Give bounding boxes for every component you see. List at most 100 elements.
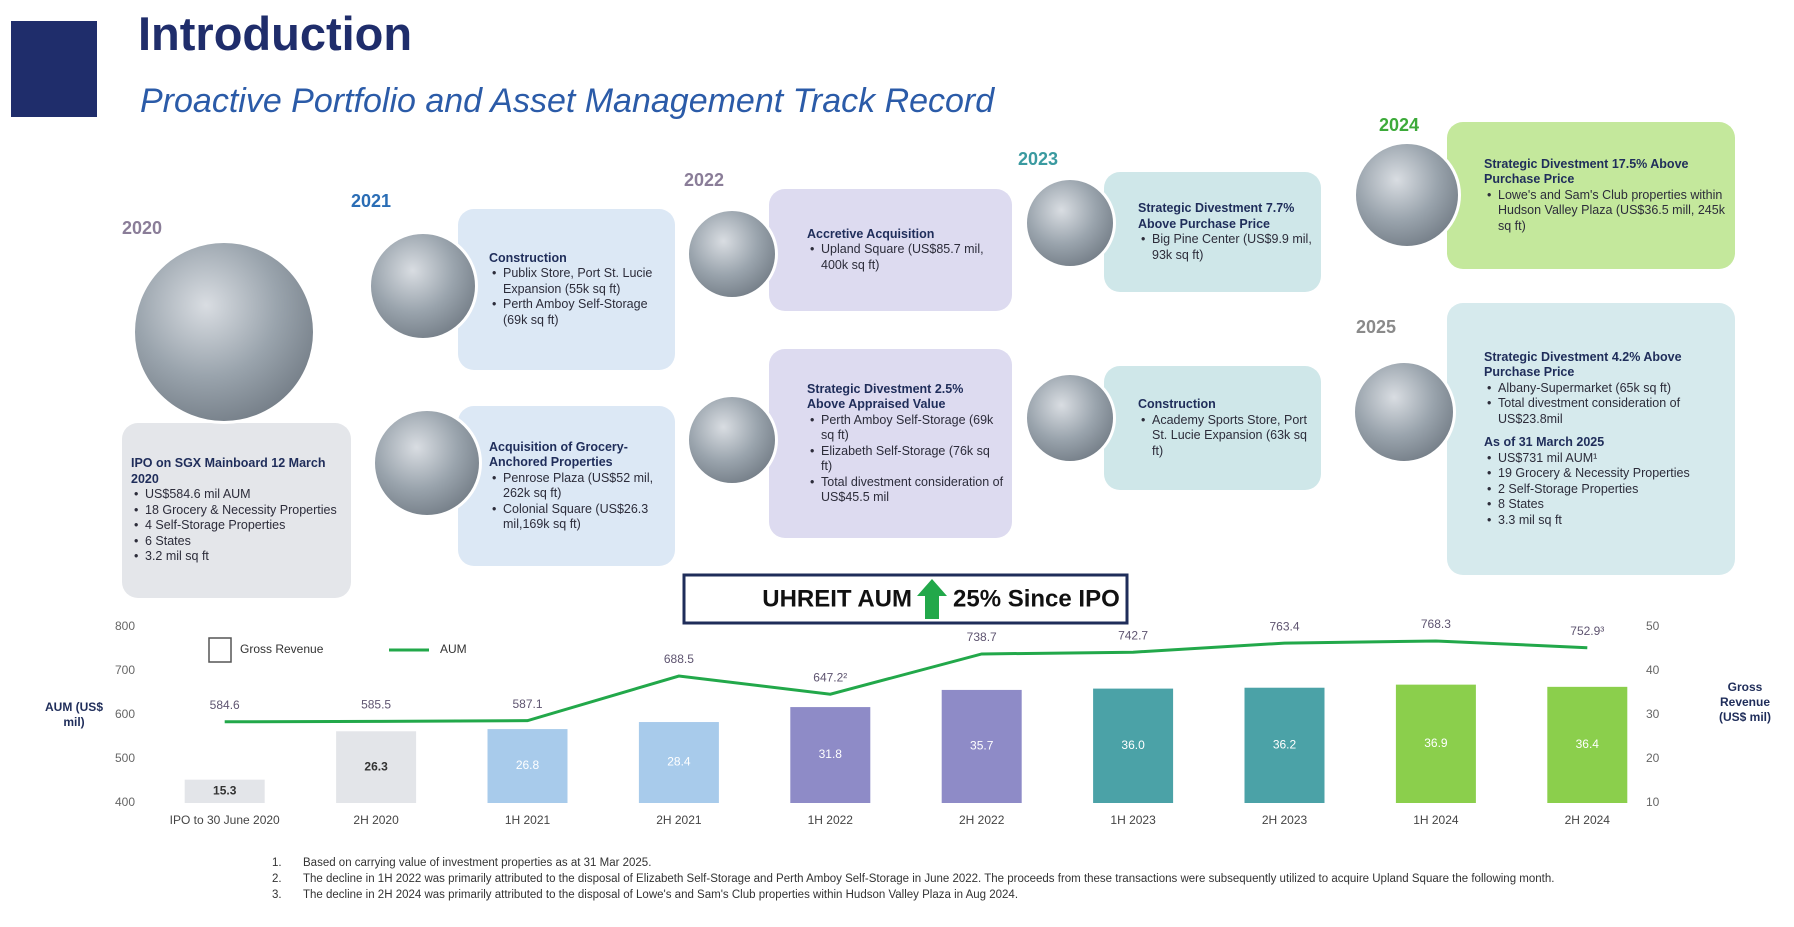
year-label: 2022: [684, 170, 724, 191]
y2-tick-label: 20: [1646, 751, 1660, 765]
line-value-label: 584.6: [210, 698, 240, 712]
year-label: 2021: [351, 191, 391, 212]
line-value-label: 768.3: [1421, 617, 1451, 631]
line-value-label: 763.4: [1269, 619, 1299, 633]
photo: [372, 408, 482, 518]
y2-tick-label: 50: [1646, 619, 1660, 633]
line-value-label: 587.1: [512, 697, 542, 711]
y-tick-label: 800: [115, 619, 135, 633]
event-heading: Acquisition of Grocery-Anchored Properti…: [489, 440, 667, 471]
bullet: 3.3 mil sq ft: [1484, 513, 1727, 529]
event-section: ConstructionPublix Store, Port St. Lucie…: [489, 251, 667, 329]
footnote: 2.The decline in 1H 2022 was primarily a…: [272, 871, 1692, 887]
bar-value-label: 28.4: [667, 755, 691, 769]
event-section: Acquisition of Grocery-Anchored Properti…: [489, 440, 667, 533]
bullet-list: Perth Amboy Self-Storage (69k sq ft)Eliz…: [807, 413, 1004, 506]
photo: [1024, 177, 1116, 269]
bullet-list: Big Pine Center (US$9.9 mil, 93k sq ft): [1138, 232, 1313, 263]
bullet: Big Pine Center (US$9.9 mil, 93k sq ft): [1138, 232, 1313, 263]
bullet: Total divestment consideration of US$23.…: [1484, 396, 1727, 427]
x-tick-label: 1H 2023: [1110, 813, 1156, 827]
bullet: Perth Amboy Self-Storage (69k sq ft): [807, 413, 1004, 444]
bullet: Upland Square (US$85.7 mil, 400k sq ft): [807, 242, 1004, 273]
event-heading: Strategic Divestment 7.7% Above Purchase…: [1138, 201, 1313, 232]
photo: [132, 240, 316, 424]
footnote: 3.The decline in 2H 2024 was primarily a…: [272, 887, 1692, 903]
photo: [368, 231, 478, 341]
bullet-list: Albany-Supermarket (65k sq ft)Total dive…: [1484, 381, 1727, 428]
event-section: Strategic Divestment 4.2% Above Purchase…: [1484, 350, 1727, 428]
bullet: 18 Grocery & Necessity Properties: [131, 503, 343, 519]
subtitle: Proactive Portfolio and Asset Management…: [140, 82, 994, 121]
banner-left: UHREIT AUM: [762, 585, 912, 612]
photo: [1353, 141, 1461, 249]
slide: UHREIT AUM 25% Since IPO 400500600700800…: [0, 0, 1794, 927]
line-value-label: 585.5: [361, 698, 391, 712]
bullet-list: Upland Square (US$85.7 mil, 400k sq ft): [807, 242, 1004, 273]
legend-label: AUM: [440, 642, 467, 656]
event-box: Acquisition of Grocery-Anchored Properti…: [458, 406, 675, 566]
event-section: Accretive AcquisitionUpland Square (US$8…: [807, 227, 1004, 274]
bullet: Colonial Square (US$26.3 mil,169k sq ft): [489, 502, 667, 533]
x-tick-label: 2H 2023: [1262, 813, 1308, 827]
event-section: As of 31 March 2025US$731 mil AUM¹19 Gro…: [1484, 435, 1727, 528]
event-box: Strategic Divestment 7.7% Above Purchase…: [1104, 172, 1321, 292]
footnote-number: 3.: [272, 887, 303, 903]
bullet: US$584.6 mil AUM: [131, 487, 343, 503]
bar-value-label: 26.8: [516, 758, 540, 772]
bullet: Academy Sports Store, Port St. Lucie Exp…: [1138, 413, 1313, 460]
year-label: 2024: [1379, 115, 1419, 136]
aum-line: [225, 641, 1588, 722]
event-box: ConstructionPublix Store, Port St. Lucie…: [458, 209, 675, 370]
bar-value-label: 36.4: [1576, 737, 1600, 751]
event-box: Strategic Divestment 2.5% Above Appraise…: [769, 349, 1012, 538]
bullet-list: US$584.6 mil AUM18 Grocery & Necessity P…: [131, 487, 343, 565]
x-tick-label: 1H 2021: [505, 813, 551, 827]
bullet: Total divestment consideration of US$45.…: [807, 475, 1004, 506]
y-tick-label: 600: [115, 707, 135, 721]
bullet-list: Penrose Plaza (US$52 mil, 262k sq ft)Col…: [489, 471, 667, 533]
footnote-text: The decline in 1H 2022 was primarily att…: [303, 871, 1554, 887]
line-value-label: 742.7: [1118, 628, 1148, 642]
photo: [1352, 360, 1456, 464]
x-tick-label: 2H 2021: [656, 813, 702, 827]
photo: [686, 394, 778, 486]
y-tick-label: 400: [115, 795, 135, 809]
event-box: Strategic Divestment 4.2% Above Purchase…: [1447, 303, 1735, 575]
event-section: Strategic Divestment 17.5% Above Purchas…: [1484, 157, 1727, 235]
x-tick-label: 1H 2024: [1413, 813, 1459, 827]
footnote-number: 1.: [272, 855, 303, 871]
bullet: 19 Grocery & Necessity Properties: [1484, 466, 1727, 482]
event-heading: As of 31 March 2025: [1484, 435, 1727, 451]
line-value-label: 647.2²: [813, 670, 847, 684]
bullet: Albany-Supermarket (65k sq ft): [1484, 381, 1727, 397]
y2-tick-label: 10: [1646, 795, 1660, 809]
title: Introduction: [138, 6, 412, 61]
legend-swatch: [209, 638, 231, 662]
event-heading: Strategic Divestment 2.5% Above Appraise…: [807, 382, 1004, 413]
bullet-list: Publix Store, Port St. Lucie Expansion (…: [489, 266, 667, 328]
bullet: Penrose Plaza (US$52 mil, 262k sq ft): [489, 471, 667, 502]
footnote-number: 2.: [272, 871, 303, 887]
y2-axis-title: Gross Revenue (US$ mil): [1706, 680, 1784, 725]
legend-label: Gross Revenue: [240, 642, 324, 656]
y-axis-title: AUM (US$ mil): [38, 700, 110, 730]
x-tick-label: 2H 2024: [1565, 813, 1611, 827]
bullet: 2 Self-Storage Properties: [1484, 482, 1727, 498]
bullet-list: US$731 mil AUM¹19 Grocery & Necessity Pr…: [1484, 451, 1727, 529]
x-tick-label: 1H 2022: [808, 813, 854, 827]
footnote-text: The decline in 2H 2024 was primarily att…: [303, 887, 1018, 903]
y2-tick-label: 30: [1646, 707, 1660, 721]
event-heading: Construction: [489, 251, 667, 267]
bar-value-label: 26.3: [364, 759, 388, 773]
bullet: Perth Amboy Self-Storage (69k sq ft): [489, 297, 667, 328]
bullet: Elizabeth Self-Storage (76k sq ft): [807, 444, 1004, 475]
bullet: Publix Store, Port St. Lucie Expansion (…: [489, 266, 667, 297]
y-tick-label: 700: [115, 663, 135, 677]
bar-value-label: 31.8: [819, 747, 843, 761]
event-section: Strategic Divestment 2.5% Above Appraise…: [807, 382, 1004, 506]
event-heading: Accretive Acquisition: [807, 227, 1004, 243]
year-label: 2025: [1356, 317, 1396, 338]
bar-value-label: 35.7: [970, 739, 994, 753]
bar-value-label: 36.0: [1121, 738, 1145, 752]
